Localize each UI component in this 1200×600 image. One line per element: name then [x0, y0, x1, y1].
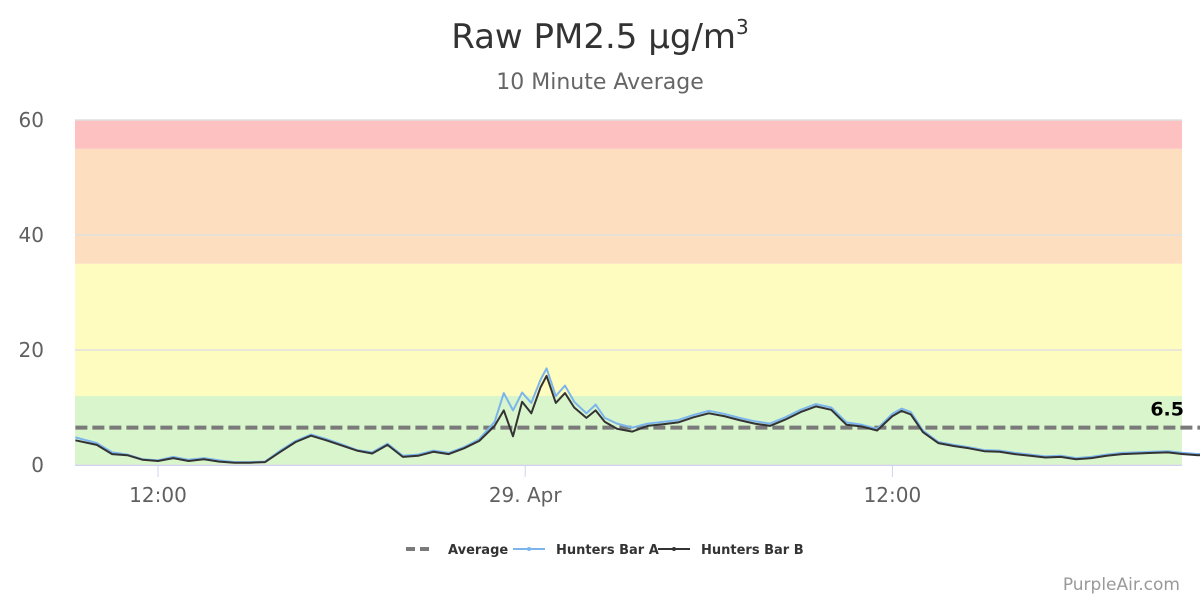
y-tick-label-0: 0 [31, 453, 44, 477]
plot-band-3 [75, 120, 1182, 149]
credits-link[interactable]: PurpleAir.com [1063, 575, 1180, 595]
y-tick-label-40: 40 [19, 223, 44, 247]
legend-label-hunters-bar-a: Hunters Bar A [556, 543, 659, 558]
y-tick-label-60: 60 [19, 108, 44, 132]
legend-marker-hunters-bar-b [672, 547, 676, 551]
series-line-hunters-bar-a[interactable] [75, 221, 1200, 464]
chart-title: Raw PM2.5 µg/m3 [451, 15, 749, 57]
plot-band-1 [75, 263, 1182, 396]
chart-title-superscript: 3 [736, 15, 749, 39]
chart-subtitle: 10 Minute Average [496, 70, 703, 95]
x-tick-label-0: 12:00 [129, 483, 187, 507]
series-group [75, 221, 1200, 464]
legend-item-average[interactable]: Average [406, 543, 508, 558]
x-tick-label-2: 12:00 [864, 483, 922, 507]
chart-title-text: Raw PM2.5 µg/m [451, 17, 736, 57]
legend-item-hunters-bar-b[interactable]: Hunters Bar B [658, 543, 804, 558]
legend-item-hunters-bar-a[interactable]: Hunters Bar A [513, 543, 659, 558]
legend: Average Hunters Bar A Hunters Bar B [406, 543, 804, 558]
plot-band-2 [75, 148, 1182, 264]
series-line-hunters-bar-b[interactable] [75, 236, 1200, 464]
legend-marker-hunters-bar-a [527, 547, 531, 551]
plot-bands [75, 120, 1182, 465]
x-tick-label-1: 29. Apr [489, 483, 563, 507]
y-axis: 0 20 40 60 [19, 108, 44, 477]
y-tick-label-20: 20 [19, 338, 44, 362]
average-value-label: 6.5 [1150, 399, 1184, 421]
legend-label-average: Average [448, 543, 508, 558]
legend-label-hunters-bar-b: Hunters Bar B [701, 543, 804, 558]
